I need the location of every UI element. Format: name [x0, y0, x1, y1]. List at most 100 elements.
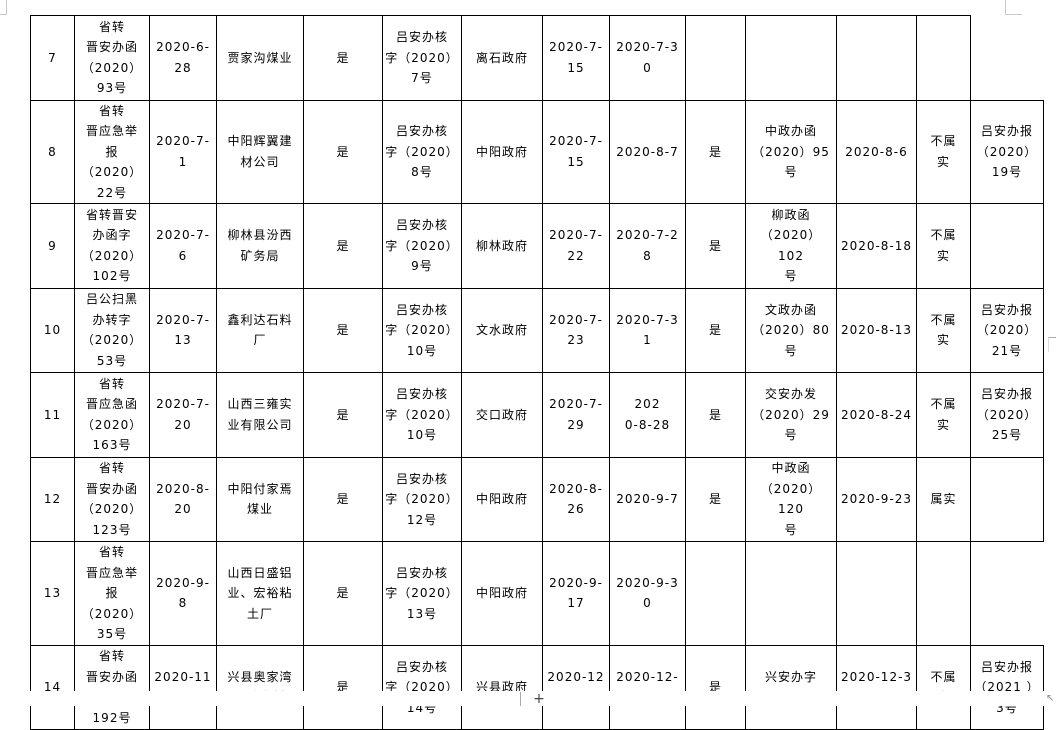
cell-reply-date: 2020-8-24	[836, 372, 917, 458]
cell-assign-doc: 吕安办核 字（2020） 10号	[382, 372, 462, 458]
cell-index: 7	[30, 15, 75, 101]
cell-index: 10	[30, 287, 75, 373]
cell-index: 11	[30, 372, 75, 458]
cell-assign-date: 2020-7- 23	[542, 287, 610, 373]
cell-assign-doc: 吕安办核 字（2020） 14号	[382, 644, 462, 730]
cell-subject: 贾家沟煤业	[216, 15, 304, 101]
cell-assign-date: 2020-7- 29	[542, 372, 610, 458]
cell-result: 不属 实	[916, 99, 971, 204]
cell-source-doc: 省转 晋安办函 （2020） 192号	[74, 644, 150, 730]
add-button[interactable]: +	[520, 692, 557, 706]
page-corner-mark	[1005, 0, 1022, 15]
cell-deadline: 2020-8-7	[609, 99, 686, 204]
cell-reply-doc: 交安办发 （2020）29 号	[745, 372, 837, 458]
cell-receive-date: 2020-6- 28	[149, 15, 217, 101]
table-body: 7 省转 晋安办函 （2020） 93号 2020-6- 28 贾家沟煤业是吕安办核 …	[30, 15, 1044, 730]
cell-deadline: 2020-12- 30	[609, 644, 686, 730]
cell-index: 9	[30, 203, 75, 289]
cell-assign-doc: 吕安办核 字（2020） 7号	[382, 15, 462, 101]
cell-handler: 离石政府	[461, 15, 543, 101]
cell-replied-flag: 是	[685, 287, 746, 373]
cell-assign-date: 2020-7- 15	[542, 15, 610, 101]
cell-assign-doc: 吕安办核 字（2020） 9号	[382, 203, 462, 289]
cell-verified-flag: 是	[303, 15, 383, 101]
table-row: 10 吕公扫黑 办转字 （2020） 53号 2020-7- 13 鑫利达石料 厂是吕…	[30, 287, 1044, 373]
cell-replied-flag: 是	[685, 372, 746, 458]
cell-reply-doc: 兴安办字 （2020）2号	[745, 644, 837, 730]
cell-assign-doc: 吕安办核 字（2020） 12号	[382, 456, 462, 542]
bottom-bar	[0, 691, 1056, 706]
cell-index: 8	[30, 99, 75, 204]
cell-deadline: 2020-9-3 0	[609, 541, 686, 646]
cell-assign-date: 2020-9- 17	[542, 541, 610, 646]
cell-handler: 文水政府	[461, 287, 543, 373]
cell-receive-date: 2020-11 -20	[149, 644, 217, 730]
document-table: 7 省转 晋安办函 （2020） 93号 2020-6- 28 贾家沟煤业是吕安办核 …	[30, 15, 1044, 730]
cell-assign-doc: 吕安办核 字（2020） 13号	[382, 541, 462, 646]
cell-verified-flag: 是	[303, 287, 383, 373]
cell-result: 不属 实	[916, 287, 971, 373]
resize-handle-icon[interactable]: ↖	[1046, 693, 1055, 704]
cell-handler: 中阳政府	[461, 99, 543, 204]
cell-verified-flag: 是	[303, 456, 383, 542]
cell-reply-date: 2020-12-3 0	[836, 644, 917, 730]
cell-reply-date	[836, 15, 917, 101]
cell-result	[916, 541, 971, 646]
cell-handler: 柳林政府	[461, 203, 543, 289]
cell-deadline: 202 0-8-28	[609, 372, 686, 458]
cell-deadline: 2020-7-3 0	[609, 15, 686, 101]
cell-reply-date: 2020-8-6	[836, 99, 917, 204]
cell-source-doc: 省转 晋安办函 （2020） 93号	[74, 15, 150, 101]
cell-source-doc: 省转 晋应急举 报（2020） 22号	[74, 99, 150, 204]
cell-reply-date	[836, 541, 917, 646]
table-row: 13 省转 晋应急举 报（2020） 35号 2020-9- 8 山西日盛铝 业、宏裕…	[30, 541, 1044, 646]
table-row: 8 省转 晋应急举 报（2020） 22号 2020-7- 1 中阳辉翼建 材公司是吕…	[30, 99, 1044, 204]
cell-assign-date: 2020-7- 15	[542, 99, 610, 204]
cell-reply-date: 2020-9-23	[836, 456, 917, 542]
cell-result: 不属 实	[916, 203, 971, 289]
page-corner-mark	[0, 0, 7, 15]
cell-receive-date: 2020-9- 8	[149, 541, 217, 646]
cell-report-doc	[970, 456, 1044, 542]
cell-reply-date: 2020-8-18	[836, 203, 917, 289]
cell-deadline: 2020-7-3 1	[609, 287, 686, 373]
cell-report-doc	[970, 203, 1044, 289]
cell-handler: 兴县政府	[461, 644, 543, 730]
cell-handler: 中阳政府	[461, 541, 543, 646]
cell-report-doc: 吕安办报 （2020） 25号	[970, 372, 1044, 458]
cell-subject: 兴县奥家湾 乡孙家村	[216, 644, 304, 730]
cell-receive-date: 2020-7- 20	[149, 372, 217, 458]
cell-verified-flag: 是	[303, 372, 383, 458]
cell-index: 13	[30, 541, 75, 646]
cell-reply-doc: 中政办函 （2020）95 号	[745, 99, 837, 204]
cell-verified-flag: 是	[303, 644, 383, 730]
cell-assign-doc: 吕安办核 字（2020） 8号	[382, 99, 462, 204]
cell-reply-doc: 文政办函 （2020）80 号	[745, 287, 837, 373]
cell-receive-date: 2020-7- 1	[149, 99, 217, 204]
cell-subject: 中阳辉翼建 材公司	[216, 99, 304, 204]
cell-subject: 柳林县汾西 矿务局	[216, 203, 304, 289]
cell-verified-flag: 是	[303, 541, 383, 646]
cell-replied-flag: 是	[685, 456, 746, 542]
cell-assign-doc: 吕安办核 字（2020） 10号	[382, 287, 462, 373]
cell-result: 不属 实	[916, 372, 971, 458]
cell-source-doc: 省转 晋安办函 （2020） 123号	[74, 456, 150, 542]
cell-source-doc: 吕公扫黑 办转字 （2020） 53号	[74, 287, 150, 373]
cell-reply-doc: 柳政函 （2020）102 号	[745, 203, 837, 289]
cell-handler: 中阳政府	[461, 456, 543, 542]
scroll-marker[interactable]	[1048, 337, 1056, 352]
cell-report-doc: 吕安办报 （2020） 21号	[970, 287, 1044, 373]
cell-replied-flag	[685, 15, 746, 101]
cell-handler: 交口政府	[461, 372, 543, 458]
cell-replied-flag: 是	[685, 99, 746, 204]
cell-index: 14	[30, 644, 75, 730]
table-row: 11 省转 晋应急函 （2020） 163号 2020-7- 20 山西三雍实 业有限…	[30, 372, 1044, 458]
cell-subject: 鑫利达石料 厂	[216, 287, 304, 373]
cell-source-doc: 省转 晋应急函 （2020） 163号	[74, 372, 150, 458]
cell-replied-flag: 是	[685, 644, 746, 730]
table-row: 9 省转晋安 办函字 （2020） 102号 2020-7- 6 柳林县汾西 矿务局是…	[30, 203, 1044, 289]
cell-verified-flag: 是	[303, 99, 383, 204]
cell-assign-date: 2020-12 -14	[542, 644, 610, 730]
cell-verified-flag: 是	[303, 203, 383, 289]
